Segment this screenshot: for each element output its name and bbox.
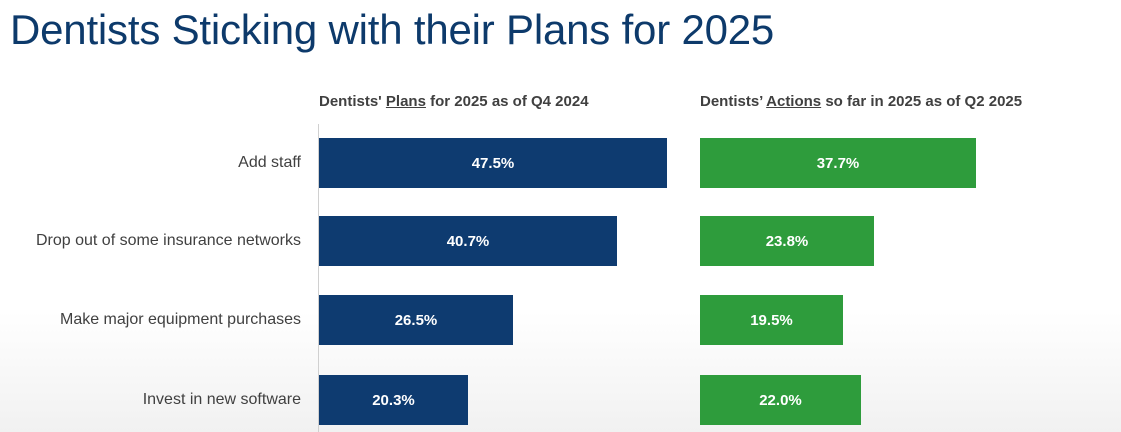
plans-bar-value-label: 20.3% <box>372 391 415 409</box>
plans-bar-value-label: 47.5% <box>471 154 515 172</box>
actions-bar-value-label: 19.5% <box>750 311 793 329</box>
actions-bar-value-label: 37.7% <box>816 154 860 172</box>
category-axis-line <box>318 124 319 432</box>
actions-heading-suffix: so far in 2025 as of Q2 2025 <box>821 93 1023 110</box>
plans-bar: 40.7% <box>319 216 617 266</box>
actions-bar: 19.5% <box>700 295 843 345</box>
actions-heading-prefix: Dentists’ <box>700 93 767 110</box>
plans-panel-heading: Dentists' Plans for 2025 as of Q4 2024 <box>319 93 589 110</box>
plans-bar: 20.3% <box>319 375 468 425</box>
actions-bar-value-label: 22.0% <box>759 391 802 409</box>
category-label: Add staff <box>238 154 301 171</box>
actions-panel-heading: Dentists’ Actions so far in 2025 as of Q… <box>700 93 1022 110</box>
category-label: Invest in new software <box>142 391 301 408</box>
actions-heading-emphasis: Actions <box>766 93 822 110</box>
category-label: Drop out of some insurance networks <box>35 232 301 249</box>
plans-bar-value-label: 40.7% <box>446 232 490 250</box>
actions-bar: 22.0% <box>700 375 861 425</box>
plans-bar: 26.5% <box>319 295 513 345</box>
actions-bar: 37.7% <box>700 138 976 188</box>
plans-bar-value-label: 26.5% <box>394 311 438 329</box>
category-label: Make major equipment purchases <box>59 311 301 328</box>
actions-bar-value-label: 23.8% <box>765 232 809 250</box>
plans-heading-suffix: for 2025 as of Q4 2024 <box>425 93 589 110</box>
actions-bar: 23.8% <box>700 216 874 266</box>
plans-heading-emphasis: Plans <box>385 93 426 110</box>
page-title: Dentists Sticking with their Plans for 2… <box>10 6 775 53</box>
plans-bar: 47.5% <box>319 138 667 188</box>
plans-heading-prefix: Dentists' <box>319 93 386 110</box>
